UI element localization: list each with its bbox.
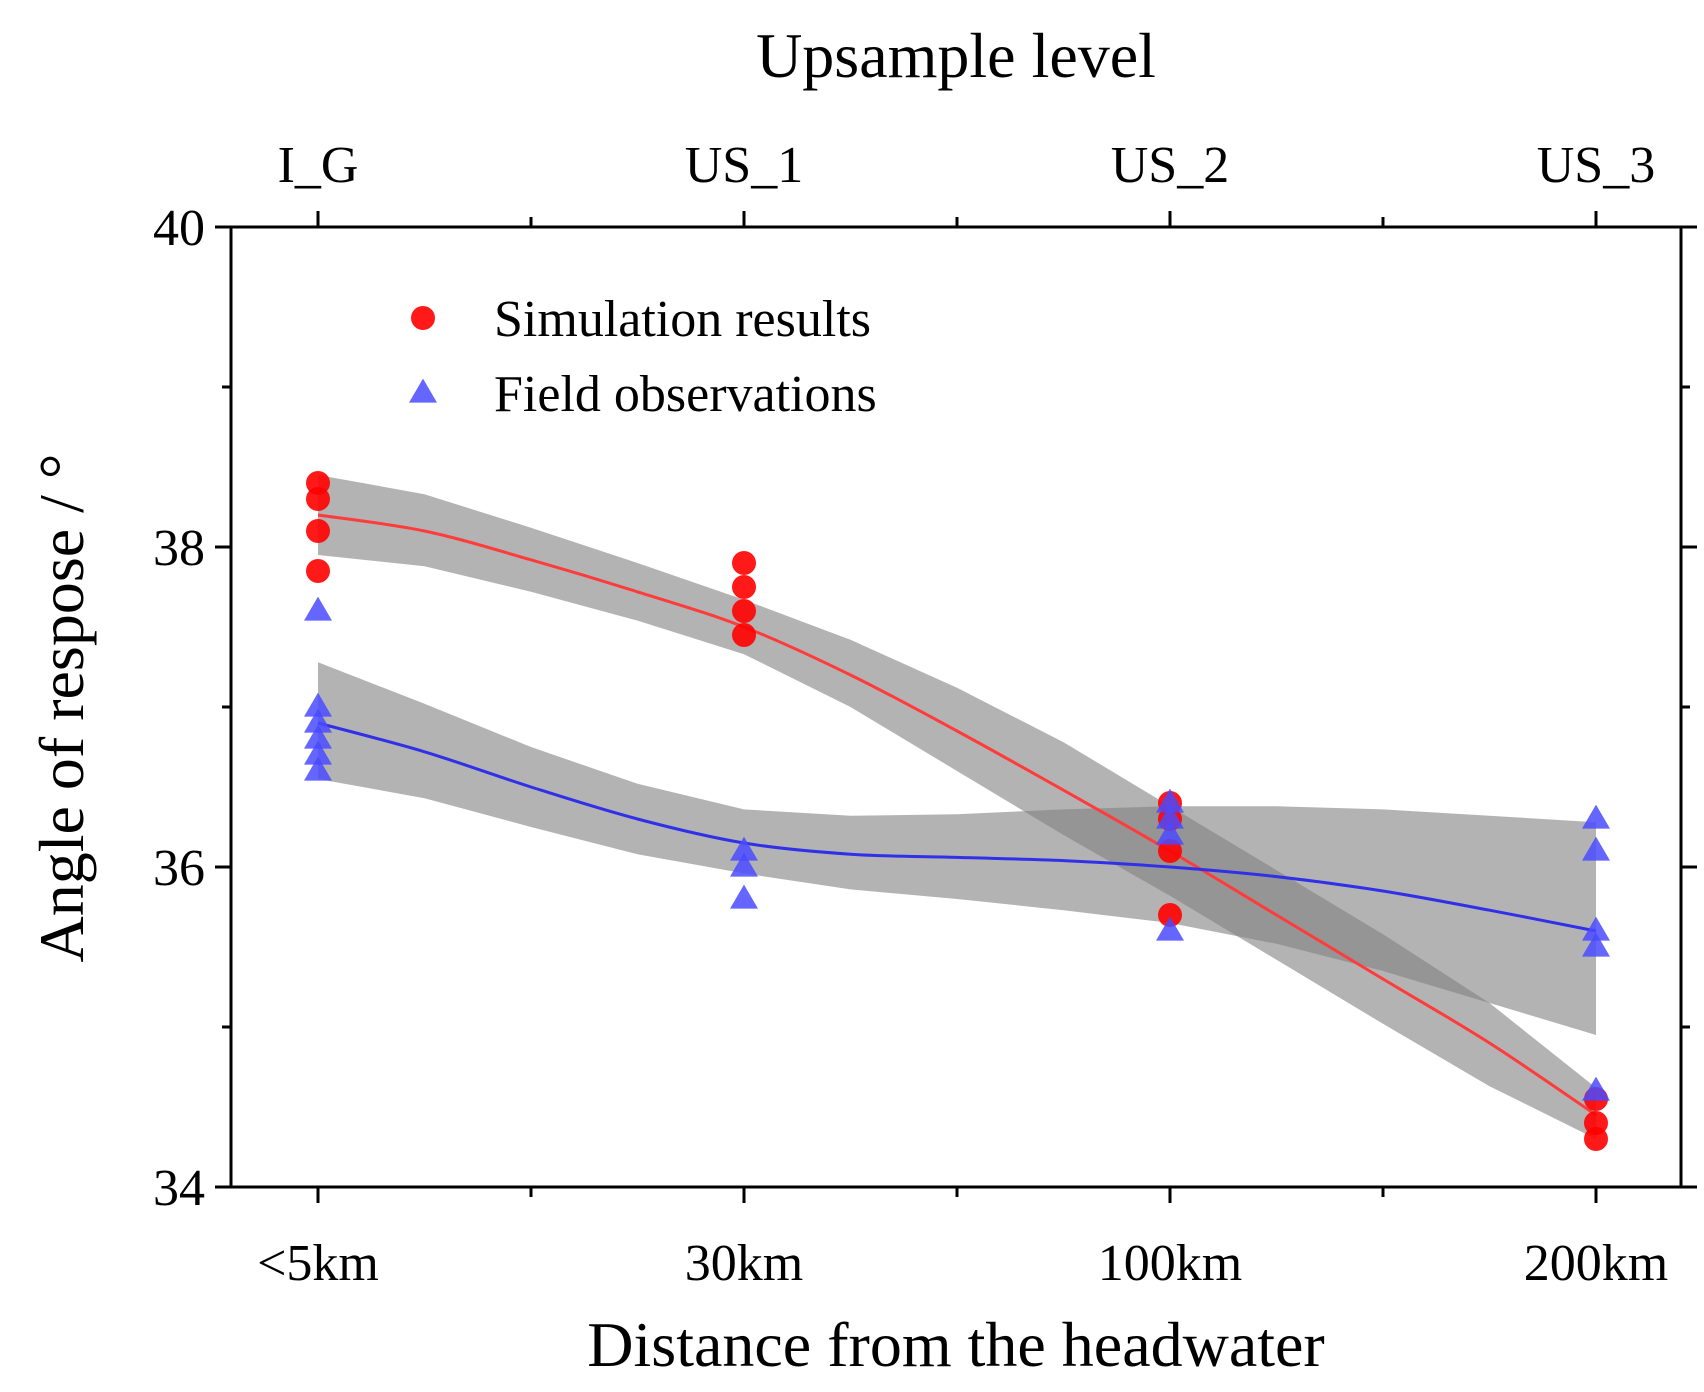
legend: Simulation results Field observations: [409, 291, 877, 423]
simulation-point: [1158, 903, 1182, 927]
simulation-point: [306, 559, 330, 583]
confidence-band-simulation: [318, 475, 1596, 1139]
observation-point: [730, 884, 758, 909]
simulation-point: [732, 623, 756, 647]
observation-point: [304, 756, 332, 781]
fit-lines: [317, 513, 1597, 1117]
top-x-tick-label: US_1: [685, 137, 803, 194]
axis-labels: 34 36 38 40 <5km 30km 100km 200km I_G US_1 US_2 US_…: [26, 20, 1668, 1380]
simulation-point: [306, 519, 330, 543]
legend-label: Field observations: [494, 366, 877, 423]
y-tick-label: 34: [153, 1160, 205, 1217]
x-tick-label: <5km: [257, 1235, 379, 1292]
observation-point: [304, 724, 332, 749]
simulation-point: [732, 599, 756, 623]
confidence-bands: [318, 475, 1596, 1139]
simulation-point: [732, 575, 756, 599]
top-x-tick-label: US_2: [1111, 137, 1229, 194]
fit-line-observation: [317, 721, 1597, 933]
observation-point: [1582, 916, 1610, 941]
legend-marker-observation: [409, 378, 437, 403]
simulation-point: [1584, 1127, 1608, 1151]
observation-point: [1156, 788, 1184, 813]
y-tick-label: 40: [153, 200, 205, 257]
observation-point: [730, 852, 758, 877]
x-tick-label: 30km: [685, 1235, 803, 1292]
axis-ticks: [215, 211, 1697, 1203]
fit-line-simulation: [317, 513, 1597, 1117]
simulation-point: [732, 551, 756, 575]
x-tick-label: 200km: [1524, 1235, 1668, 1292]
top-x-tick-label: US_3: [1537, 137, 1655, 194]
observation-point: [730, 836, 758, 861]
observation-point: [304, 708, 332, 733]
observation-point: [1156, 820, 1184, 845]
data-points: [304, 471, 1610, 1151]
observation-point: [1582, 932, 1610, 957]
confidence-band-observation: [318, 662, 1596, 1035]
observation-point: [1582, 836, 1610, 861]
x-axis-title: Distance from the headwater: [587, 1309, 1324, 1380]
y-axis-title: Angle of respose / °: [26, 453, 97, 962]
observation-point: [304, 596, 332, 621]
y-tick-label: 38: [153, 520, 205, 577]
x-tick-label: 100km: [1098, 1235, 1242, 1292]
top-x-tick-label: I_G: [278, 137, 359, 194]
observation-point: [1582, 804, 1610, 829]
legend-label: Simulation results: [494, 291, 871, 348]
observation-point: [1582, 1076, 1610, 1101]
legend-marker-simulation: [411, 306, 435, 330]
simulation-point: [306, 487, 330, 511]
observation-point: [304, 692, 332, 717]
y-tick-label: 36: [153, 840, 205, 897]
simulation-point: [1158, 839, 1182, 863]
observation-point: [1156, 804, 1184, 829]
top-axis-title: Upsample level: [756, 20, 1156, 91]
observation-point: [1156, 916, 1184, 941]
observation-point: [304, 740, 332, 765]
